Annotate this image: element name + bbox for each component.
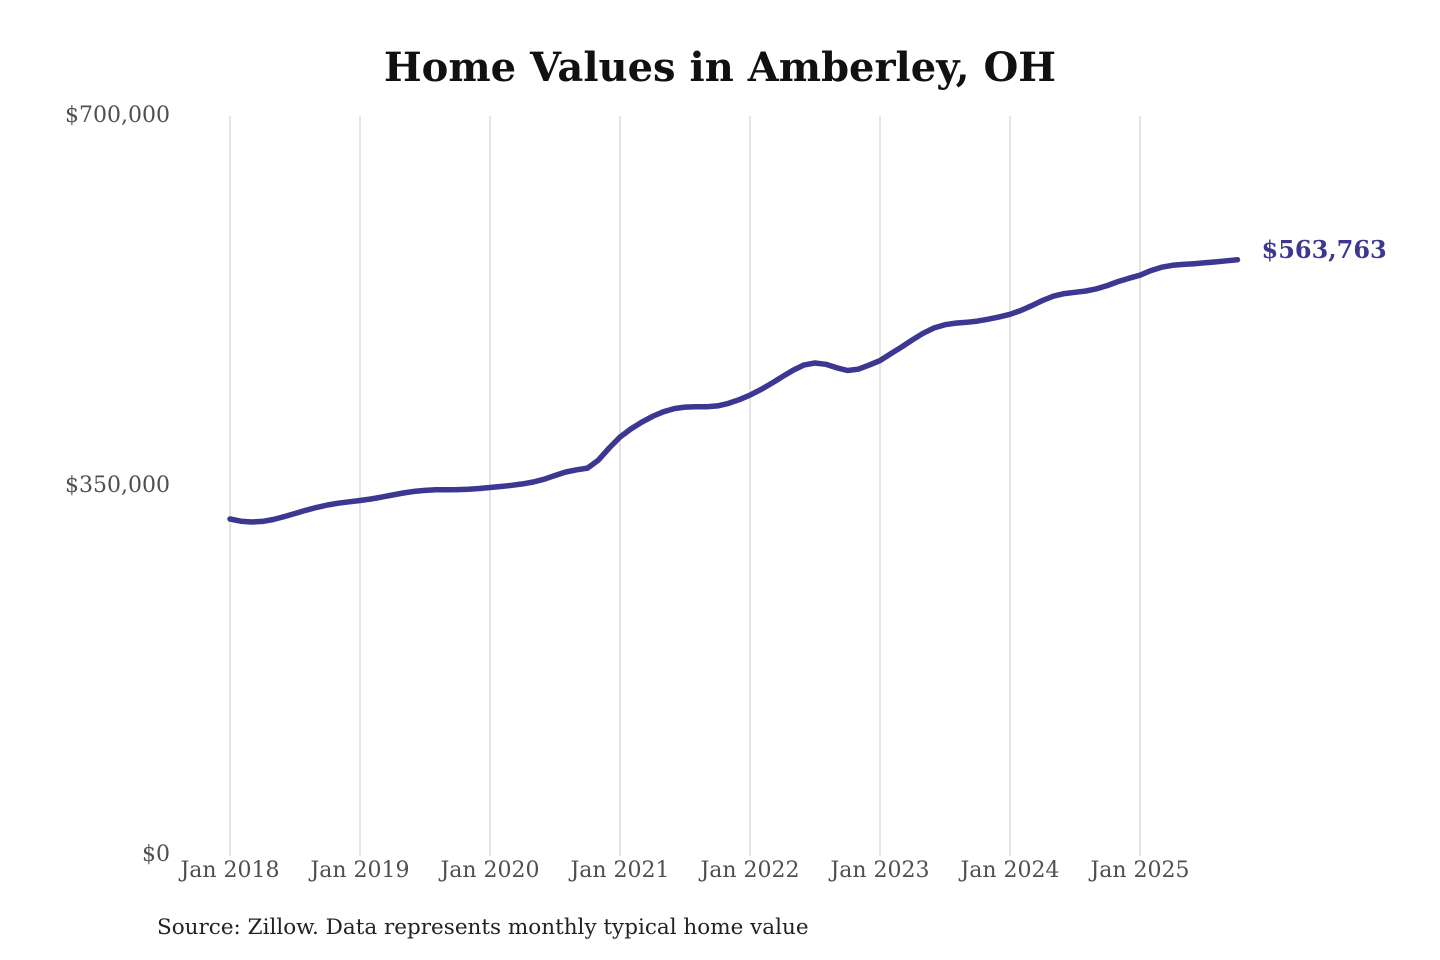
latest-value-label: $563,763 [1261,234,1387,264]
x-tick-label: Jan 2020 [440,858,540,883]
x-tick-label: Jan 2021 [570,858,670,883]
x-tick-label: Jan 2023 [830,858,930,883]
y-tick-label: $350,000 [65,472,170,498]
y-tick-label: $700,000 [65,103,170,128]
x-tick-label: Jan 2018 [180,858,280,883]
x-tick-label: Jan 2025 [1090,858,1190,883]
y-tick-label: $0 [142,842,170,867]
x-tick-label: Jan 2024 [960,858,1060,883]
chart-title: Home Values in Amberley, OH [383,44,1057,91]
source-note: Source: Zillow. Data represents monthly … [157,915,809,940]
x-tick-label: Jan 2022 [700,858,800,883]
home-value-line-series [227,257,1241,525]
x-tick-label: Jan 2019 [310,858,410,883]
